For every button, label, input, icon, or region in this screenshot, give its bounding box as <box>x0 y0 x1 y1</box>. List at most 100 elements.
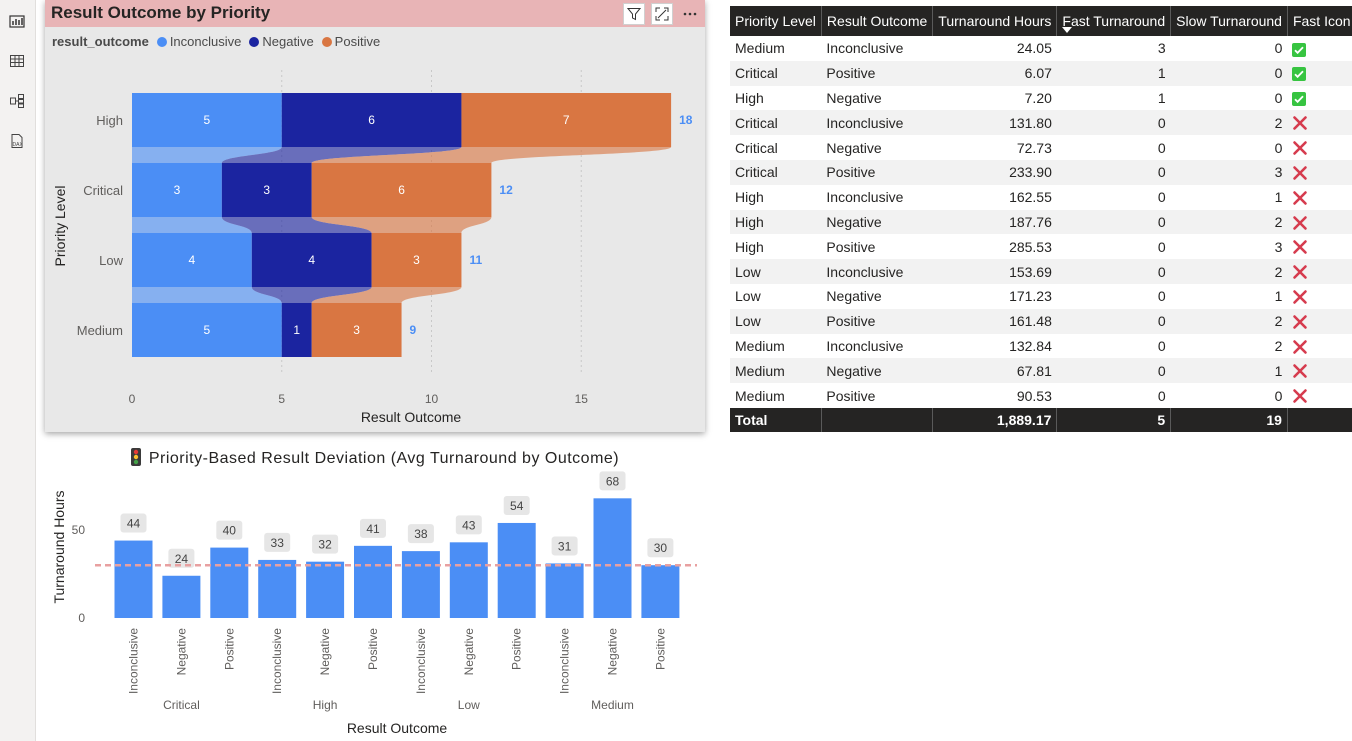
column-chart-visual[interactable]: Priority-Based Result Deviation (Avg Tur… <box>45 442 705 741</box>
table-row[interactable]: High Negative 7.20 1 0 <box>730 86 1352 111</box>
table-row[interactable]: Low Negative 171.23 0 1 <box>730 284 1352 309</box>
table-row[interactable]: Medium Inconclusive 24.05 3 0 <box>730 36 1352 61</box>
total-hours: 1,889.17 <box>932 407 1058 432</box>
data-label: 3 <box>353 323 360 337</box>
data-label-box <box>503 495 530 515</box>
column-bar <box>545 563 584 618</box>
turnaround-table[interactable]: Priority Level Result Outcome Turnaround… <box>730 6 1352 432</box>
report-view-icon[interactable] <box>6 10 28 32</box>
column-header[interactable]: Result Outcome <box>821 6 934 36</box>
ribbon-positive <box>311 217 492 233</box>
view-rail: DAX <box>0 0 36 741</box>
column-header[interactable]: Fast Icon <box>1287 6 1352 36</box>
table-row[interactable]: Medium Positive 90.53 0 0 <box>730 383 1352 408</box>
data-label-box <box>599 471 626 491</box>
total-label: 18 <box>679 113 693 127</box>
x-tick-label: 5 <box>278 392 285 406</box>
bar-segment-positive <box>371 233 462 287</box>
focus-mode-icon[interactable] <box>651 3 673 25</box>
data-label: 33 <box>271 536 285 550</box>
x-axis-title: Result Outcome <box>361 409 462 425</box>
filter-icon[interactable] <box>623 3 645 25</box>
cell-slow: 2 <box>1170 308 1288 334</box>
data-label-box <box>647 538 674 558</box>
cell-outcome: Negative <box>821 358 933 384</box>
data-label: 4 <box>308 253 315 267</box>
bar-segment-negative <box>251 233 372 287</box>
cell-fast-icon <box>1287 234 1352 259</box>
ribbon-inconclusive <box>132 217 252 233</box>
cross-icon <box>1293 240 1308 255</box>
table-row[interactable]: Critical Negative 72.73 0 0 <box>730 135 1352 160</box>
cell-hours: 7.20 <box>1024 89 1052 106</box>
cell-outcome: Inconclusive <box>826 189 904 206</box>
cell-fast: 1 <box>1056 60 1171 86</box>
legend-item-positive[interactable]: Positive <box>321 34 380 49</box>
column-header[interactable]: Turnaround Hours <box>932 6 1058 36</box>
column-header[interactable]: Slow Turnaround <box>1170 6 1288 36</box>
cell-outcome: Negative <box>826 288 882 305</box>
cell-outcome: Positive <box>821 60 933 86</box>
table-row[interactable]: High Negative 187.76 0 2 <box>730 209 1352 235</box>
cell-priority: Low <box>735 288 761 305</box>
data-label: 3 <box>413 253 420 267</box>
dax-query-icon[interactable]: DAX <box>6 130 28 152</box>
bar-segment-positive <box>311 303 402 357</box>
cell-outcome: Inconclusive <box>826 40 904 57</box>
column-header[interactable]: Priority Level <box>730 6 822 36</box>
legend-marker <box>249 36 260 47</box>
column-bar <box>401 551 440 618</box>
data-label: 4 <box>189 253 196 267</box>
cell-slow: 2 <box>1170 259 1288 284</box>
data-label-box <box>455 515 482 535</box>
table-row[interactable]: Critical Inconclusive 131.80 0 2 <box>730 110 1352 136</box>
more-options-icon[interactable] <box>679 3 701 25</box>
legend-item-inconclusive[interactable]: Inconclusive <box>156 34 241 49</box>
data-label-box <box>120 513 147 533</box>
data-label: 31 <box>558 539 572 553</box>
legend-title: result_outcome <box>52 34 149 49</box>
model-view-icon[interactable] <box>6 90 28 112</box>
y-tick-label: 50 <box>72 523 86 537</box>
table-view-icon[interactable] <box>6 50 28 72</box>
group-tick-label: Critical <box>163 698 200 712</box>
cell-fast: 1 <box>1157 89 1166 106</box>
table-row[interactable]: High Positive 285.53 0 3 <box>730 234 1352 259</box>
table-row[interactable]: Low Positive 161.48 0 2 <box>730 308 1352 334</box>
table-row[interactable]: Low Inconclusive 153.69 0 2 <box>730 259 1352 284</box>
data-label-box <box>360 518 386 538</box>
cell-hours: 285.53 <box>1009 238 1052 255</box>
visual-title-text: Priority-Based Result Deviation (Avg Tur… <box>148 450 620 467</box>
cell-hours: 131.80 <box>932 110 1057 136</box>
category-tick-label: Negative <box>318 628 332 676</box>
data-label-box <box>168 548 195 568</box>
cell-slow: 2 <box>1274 337 1283 354</box>
stacked-bar-visual[interactable]: Result Outcome by Priority result_outcom… <box>45 0 705 432</box>
cross-icon <box>1293 166 1308 180</box>
column-bar <box>210 547 249 618</box>
table-row[interactable]: Medium Negative 67.81 0 1 <box>730 358 1352 384</box>
table-row[interactable]: Critical Positive 233.90 0 3 <box>730 159 1352 185</box>
legend-marker <box>156 36 167 47</box>
legend-item-negative[interactable]: Negative <box>249 34 314 49</box>
column-bar <box>497 522 536 618</box>
cell-priority: High <box>735 89 764 106</box>
bar-segment-negative <box>281 93 462 147</box>
table-row[interactable]: Critical Positive 6.07 1 0 <box>730 60 1352 86</box>
table-row[interactable]: High Inconclusive 162.55 0 1 <box>730 185 1352 210</box>
cell-slow: 3 <box>1170 159 1288 185</box>
data-label: 6 <box>398 183 405 197</box>
cell-hours: 132.84 <box>1009 337 1052 354</box>
cell-fast: 0 <box>1157 337 1166 354</box>
y-tick-label: 0 <box>78 611 85 625</box>
cell-priority: High <box>730 209 822 235</box>
total-label: Total <box>730 407 822 432</box>
data-label: 43 <box>462 518 476 532</box>
cross-icon <box>1293 191 1308 205</box>
table-row[interactable]: Medium Inconclusive 132.84 0 2 <box>730 334 1352 359</box>
category-tick-label: Inconclusive <box>270 628 284 694</box>
column-header-sorted[interactable]: Fast Turnaround <box>1056 6 1172 36</box>
bar-segment-negative <box>281 303 312 357</box>
cell-fast-icon <box>1287 383 1352 408</box>
